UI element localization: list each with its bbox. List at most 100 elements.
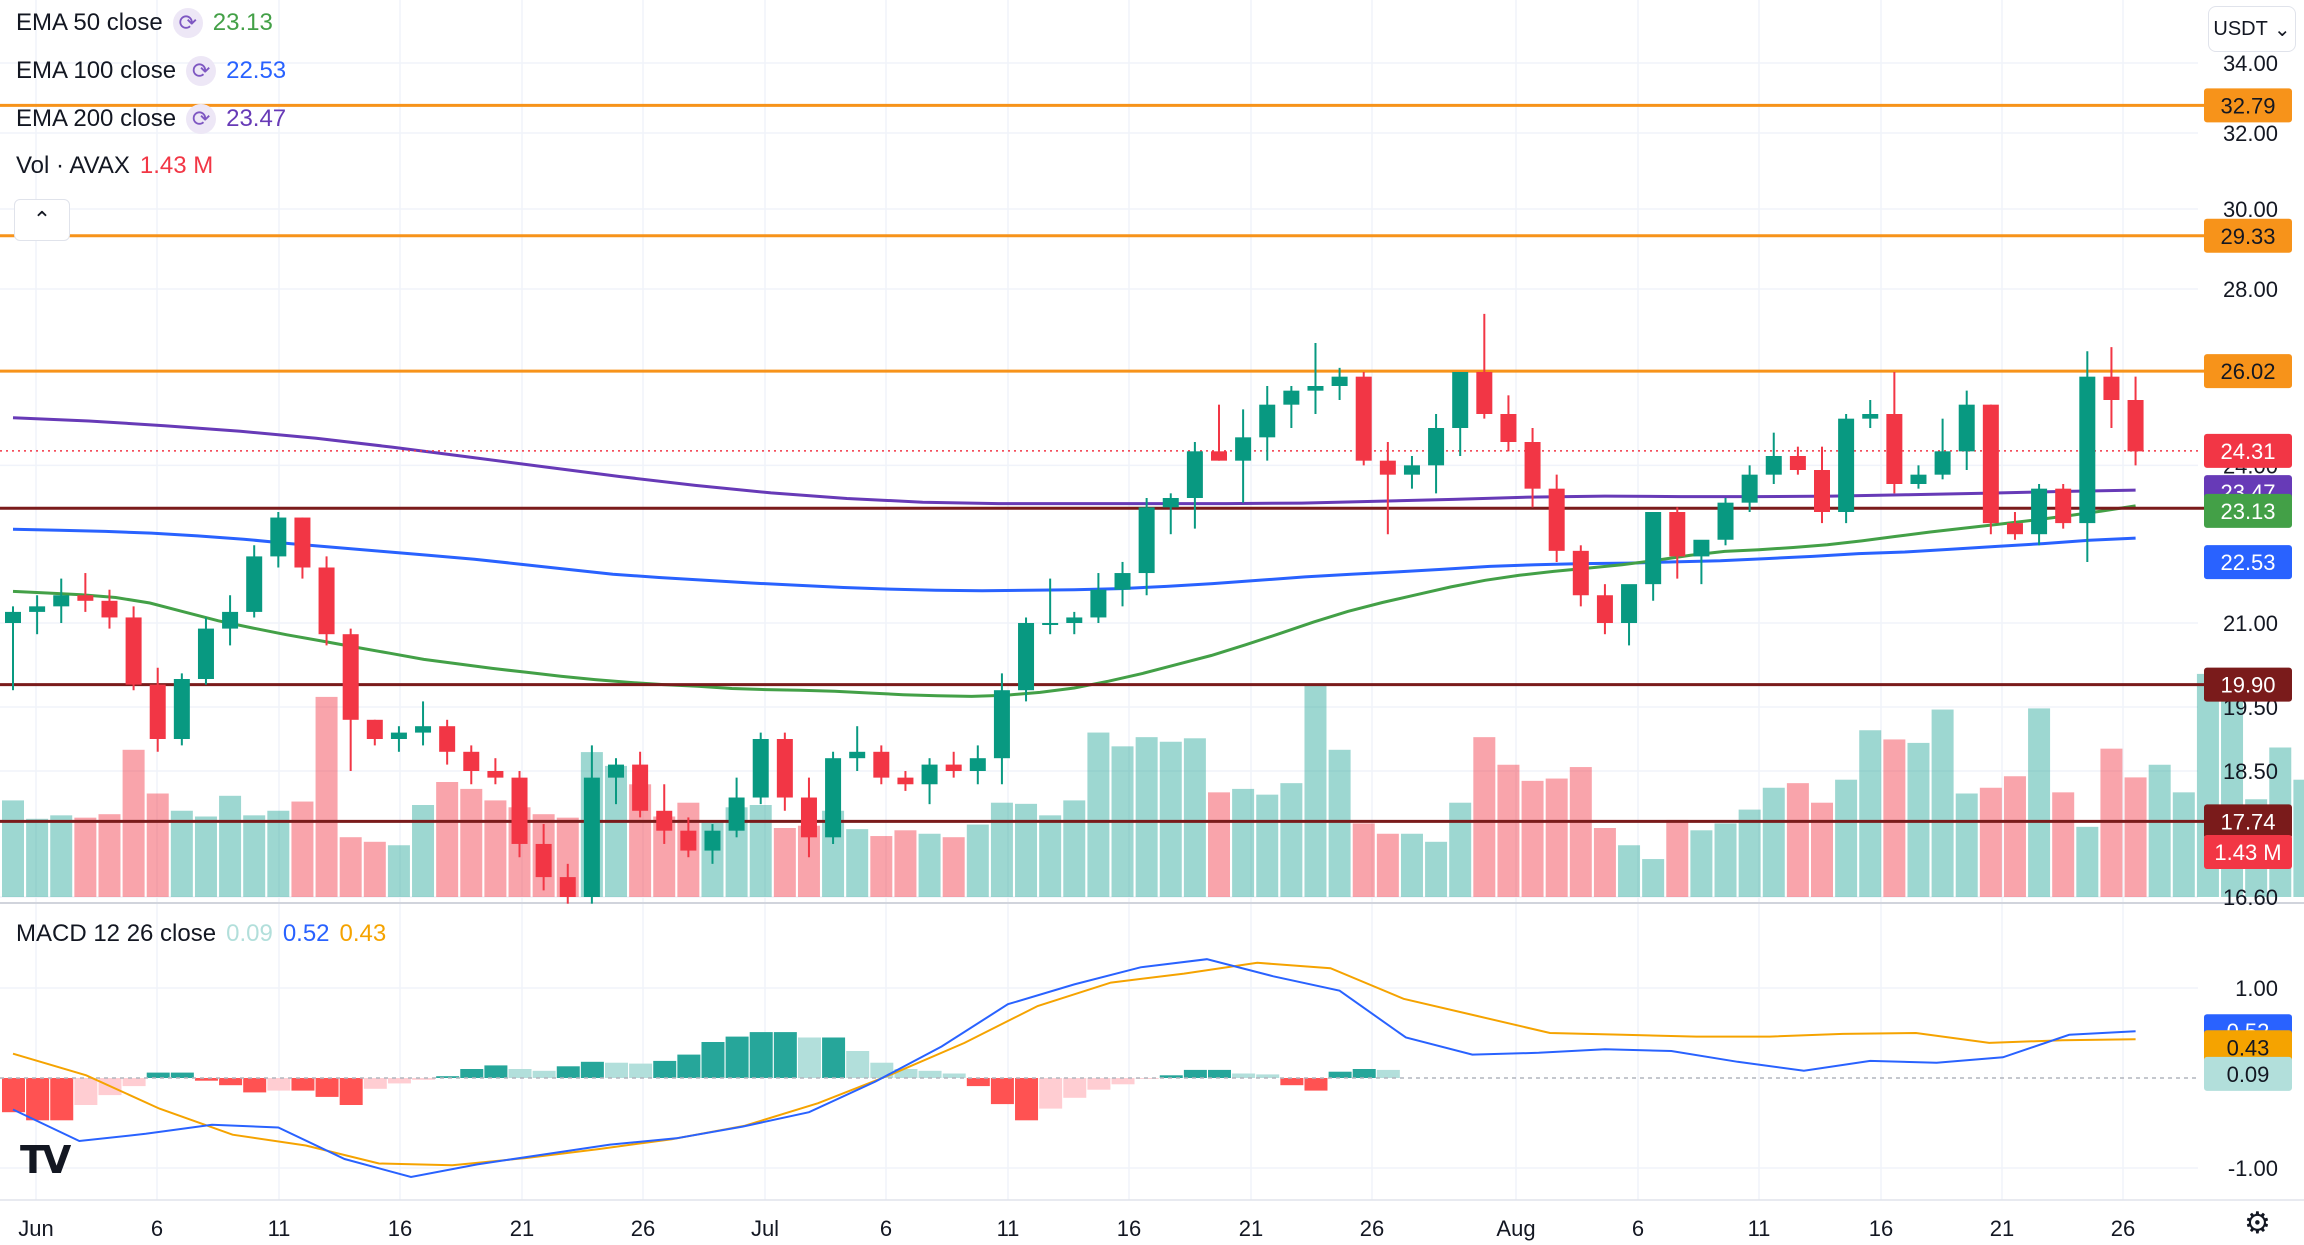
candle-body (1066, 617, 1083, 623)
candle-body (487, 771, 504, 778)
volume-bar (146, 793, 169, 897)
macd-signal-value: 0.43 (339, 920, 387, 947)
macd-histogram-bar (749, 1032, 773, 1078)
candle-body (173, 679, 190, 739)
candle-body (2055, 488, 2072, 524)
macd-histogram-bar (894, 1069, 918, 1078)
candle-body (1355, 376, 1372, 461)
candle-body (53, 595, 70, 607)
volume-bar (1931, 709, 1954, 897)
candle-body (728, 797, 745, 831)
price-level-badge-text: 17.74 (2220, 809, 2275, 834)
volume-bar (2028, 708, 2051, 897)
candle-body (77, 595, 94, 601)
price-level-badge (2204, 88, 2292, 123)
macd-histogram-bar (580, 1061, 604, 1078)
volume-badge (2204, 835, 2292, 869)
price-tick-label: 32.00 (2223, 121, 2278, 146)
time-tick-label: 21 (1990, 1216, 2014, 1241)
macd-hist-badge (2204, 1056, 2292, 1091)
macd-histogram-bar (1015, 1078, 1039, 1121)
candle-body (1524, 442, 1541, 489)
macd-signal-line (12, 961, 2136, 1167)
volume-bar (2003, 776, 2026, 897)
time-tick-label: 6 (1632, 1216, 1644, 1241)
refresh-icon[interactable]: ⟳ (172, 8, 203, 38)
candle-body (1717, 502, 1734, 540)
candle-body (415, 726, 432, 733)
volume-bar (1786, 783, 1809, 897)
macd-histogram-bar (1208, 1069, 1231, 1078)
candle-body (1403, 465, 1420, 475)
macd-histogram-bar (966, 1078, 990, 1087)
volume-bar (1690, 830, 1713, 897)
macd-histogram-bar (291, 1078, 315, 1091)
candle-body (583, 777, 600, 897)
price-tick-label: 30.00 (2223, 197, 2278, 222)
macd-histogram-bar (1376, 1069, 1400, 1078)
ema200-value: 23.47 (226, 105, 287, 132)
volume-bar (1135, 737, 1158, 897)
candle-body (197, 628, 214, 679)
volume-bar (797, 825, 820, 897)
volume-bar (1087, 732, 1110, 897)
macd-histogram-bar (701, 1042, 725, 1078)
volume-bar (2148, 764, 2171, 897)
macd-histogram-bar (1280, 1078, 1304, 1086)
candle-body (270, 517, 287, 557)
time-tick-label: 16 (1869, 1216, 1893, 1241)
volume-bar (1569, 767, 1592, 897)
last-price-badge (2204, 433, 2292, 468)
volume-bar (1762, 787, 1785, 897)
volume-bar (1280, 783, 1303, 897)
volume-bar (26, 818, 49, 897)
macd-histogram-bar (1159, 1075, 1183, 1078)
refresh-icon[interactable]: ⟳ (186, 104, 217, 134)
time-tick-label: 6 (880, 1216, 892, 1241)
candle-body (1307, 386, 1324, 391)
volume-bar (629, 784, 652, 897)
volume-bar (1714, 823, 1737, 897)
candle-body (1452, 372, 1469, 428)
volume-bar (243, 815, 266, 897)
volume-bar (50, 815, 73, 897)
collapse-legend-button[interactable]: ⌃ (14, 199, 70, 241)
macd-label: MACD 12 26 close (16, 920, 217, 947)
time-tick-label: 21 (510, 1216, 534, 1241)
candle-body (1789, 456, 1806, 470)
candle-body (246, 556, 263, 612)
candle-body (2031, 488, 2048, 535)
candle-body (559, 877, 576, 897)
candle-body (1428, 428, 1445, 466)
price-tick-label: 18.50 (2223, 759, 2278, 784)
macd-histogram-bar (26, 1078, 50, 1121)
candle-body (1283, 390, 1300, 405)
candle-body (1838, 418, 1855, 512)
time-tick-label: 11 (997, 1216, 1020, 1241)
gear-icon[interactable]: ⚙ (2244, 1207, 2271, 1240)
candle-body (1500, 414, 1517, 442)
volume-bar (2172, 792, 2195, 897)
volume-bar (2124, 777, 2147, 897)
candle-body (1235, 437, 1252, 461)
price-level-badge (2204, 667, 2292, 702)
candle-body (5, 611, 21, 623)
ema100-badge-text: 22.53 (2220, 550, 2275, 575)
candle-body (1138, 507, 1155, 574)
chevron-up-icon: ⌃ (32, 207, 52, 232)
candle-body (1765, 456, 1782, 475)
macd-histogram-bar (267, 1078, 291, 1091)
volume-bar (363, 841, 386, 897)
volume-badge-text: 1.43 M (2214, 840, 2281, 865)
candle-body (149, 684, 166, 739)
volume-bar (219, 795, 242, 897)
refresh-icon[interactable]: ⟳ (186, 56, 217, 86)
candle-body (993, 690, 1010, 759)
currency-select[interactable]: USDT ⌄ (2208, 6, 2296, 52)
price-level-badge-text: 29.33 (2220, 224, 2275, 249)
volume-bar (1400, 833, 1423, 897)
volume-bar (918, 833, 941, 897)
volume-bar (1232, 788, 1255, 897)
volume-bar (1473, 737, 1496, 897)
